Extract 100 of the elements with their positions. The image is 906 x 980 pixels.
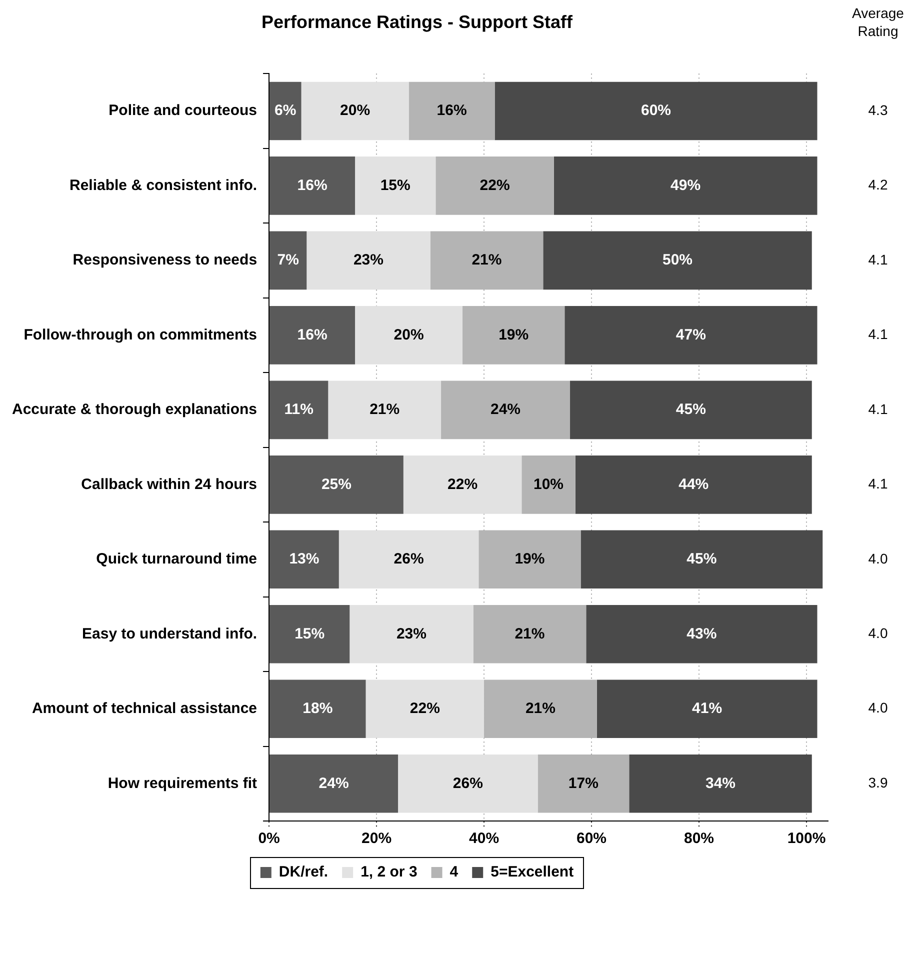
bar: [270, 156, 356, 215]
bar: [564, 306, 818, 364]
data-label: 22%: [448, 476, 478, 493]
data-label: 20%: [394, 326, 424, 344]
data-label: 43%: [686, 625, 717, 642]
bar: [570, 380, 812, 440]
text: 4.0: [868, 550, 888, 566]
bar: [554, 156, 818, 215]
bar: [270, 380, 328, 440]
data-label: 16%: [297, 176, 328, 194]
text: Average Rating: [852, 4, 904, 39]
bar: [350, 605, 474, 664]
data-label: 17%: [568, 774, 598, 792]
bar: [355, 306, 463, 364]
bar: [629, 754, 812, 813]
bar: [270, 754, 398, 813]
text: 4.0: [868, 625, 888, 642]
y-tick-label: Amount of technical assistance: [32, 700, 258, 718]
data-label: 45%: [686, 550, 717, 568]
x-tick-label: 0%: [258, 830, 280, 848]
x-tick-label: 60%: [576, 830, 607, 848]
bar: [338, 530, 479, 589]
data-label: 23%: [396, 625, 426, 642]
data-label: 21%: [370, 401, 400, 418]
data-label: 20%: [340, 102, 370, 120]
text: 4.1: [868, 251, 888, 268]
data-label: 11%: [284, 401, 314, 418]
bar: [478, 530, 581, 589]
data-label: 41%: [692, 700, 722, 718]
y-tick-label: Callback within 24 hours: [81, 476, 258, 493]
data-label: 21%: [525, 700, 556, 718]
bar: [538, 754, 630, 813]
text: 4.0: [868, 700, 888, 716]
data-label: 16%: [297, 326, 328, 344]
data-label: 50%: [662, 252, 693, 269]
bar: [301, 82, 409, 140]
data-label: 19%: [498, 326, 529, 344]
legend-label: DK/ref.: [278, 864, 328, 881]
x-tick-label: 80%: [684, 830, 714, 848]
bar: [430, 231, 544, 290]
y-tick-label: Reliable & consistent info.: [70, 176, 258, 194]
bar: [270, 456, 404, 514]
data-label: 15%: [294, 625, 325, 642]
y-tick-label: How requirements fit: [108, 774, 258, 792]
x-tick-label: 40%: [469, 830, 500, 848]
text: 4.1: [868, 476, 888, 492]
bar: [328, 380, 442, 440]
data-label: 24%: [490, 401, 521, 418]
data-label: 24%: [318, 774, 349, 792]
data-label: 18%: [302, 700, 333, 718]
bar: [270, 530, 339, 589]
data-label: 22%: [480, 176, 510, 194]
data-label: 26%: [394, 550, 424, 568]
data-label: 60%: [640, 102, 672, 120]
text: 4.1: [868, 400, 888, 417]
bar: [270, 680, 366, 738]
bar: [596, 680, 818, 738]
bar: [398, 754, 538, 813]
data-label: 13%: [289, 550, 320, 568]
chart-title: Performance Ratings - Support Staff: [261, 12, 574, 32]
data-label: 22%: [410, 700, 440, 718]
data-label: 45%: [676, 401, 706, 418]
y-tick-label: Accurate & thorough explanations: [12, 401, 258, 418]
text: 4.1: [868, 326, 888, 342]
data-label: 6%: [274, 102, 296, 120]
bar: [270, 82, 302, 140]
y-tick-label: Easy to understand info.: [82, 625, 258, 642]
y-tick-label: Polite and courteous: [108, 102, 258, 120]
bar: [306, 231, 430, 290]
data-label: 49%: [670, 176, 701, 194]
data-label: 21%: [472, 252, 502, 269]
bar: [522, 456, 576, 514]
bar: [580, 530, 823, 589]
data-label: 16%: [436, 102, 467, 120]
data-label: 23%: [353, 252, 384, 269]
bar: [270, 231, 307, 290]
data-label: 15%: [380, 176, 410, 194]
bar: [403, 456, 522, 514]
data-label: 34%: [705, 774, 736, 792]
data-label: 19%: [514, 550, 545, 568]
bar: [436, 156, 554, 215]
legend-label: 1, 2 or 3: [360, 864, 418, 881]
data-label: 10%: [534, 476, 564, 493]
data-label: 21%: [514, 625, 545, 642]
bar: [270, 306, 356, 364]
legend-label: 4: [450, 864, 459, 881]
text: 4.3: [868, 102, 888, 118]
bar: [366, 680, 484, 738]
text: 4.2: [868, 176, 888, 193]
x-tick-label: 100%: [787, 830, 826, 848]
bar: [473, 605, 586, 664]
y-tick-label: Quick turnaround time: [96, 550, 258, 568]
data-label: 26%: [452, 774, 483, 792]
data-label: 47%: [676, 326, 706, 344]
legend-label: 5=Excellent: [490, 864, 574, 881]
data-label: 25%: [321, 476, 352, 493]
bar: [270, 605, 350, 664]
bar: [543, 231, 812, 290]
bar: [586, 605, 818, 664]
data-label: 44%: [678, 476, 709, 493]
